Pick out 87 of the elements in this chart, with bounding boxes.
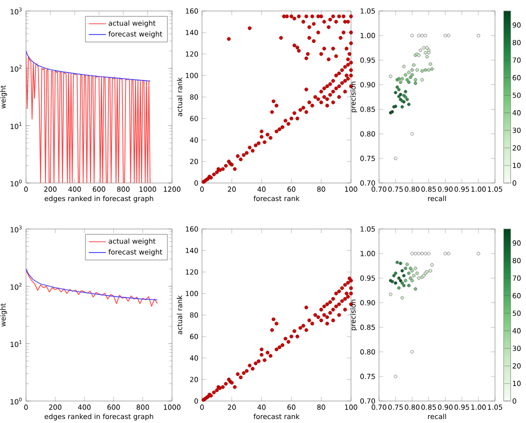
point	[476, 34, 480, 38]
point	[407, 70, 411, 74]
point	[400, 296, 404, 300]
point	[414, 252, 418, 256]
point	[476, 252, 480, 256]
point	[424, 68, 428, 72]
point	[394, 90, 398, 94]
point	[402, 64, 406, 68]
point	[388, 74, 392, 78]
point	[414, 287, 418, 291]
point	[388, 292, 392, 296]
point	[446, 34, 450, 38]
point	[410, 269, 414, 272]
point	[430, 67, 434, 71]
point	[394, 156, 398, 160]
point	[444, 34, 447, 38]
point	[400, 281, 404, 285]
point	[400, 77, 404, 81]
point	[397, 276, 401, 280]
point	[418, 48, 422, 52]
point	[398, 262, 402, 266]
point	[415, 68, 419, 72]
point	[405, 98, 409, 102]
point	[400, 269, 404, 272]
point	[402, 274, 406, 278]
point	[408, 76, 412, 80]
point	[407, 272, 411, 275]
point	[410, 34, 414, 38]
point	[397, 286, 401, 290]
point	[410, 350, 414, 354]
point	[425, 55, 429, 58]
point	[404, 266, 408, 270]
line-series	[26, 270, 158, 307]
point	[427, 68, 430, 72]
point	[427, 252, 430, 256]
point	[424, 252, 428, 256]
point	[410, 252, 414, 256]
point	[405, 78, 409, 82]
point	[420, 69, 424, 73]
point	[410, 132, 414, 136]
point	[407, 284, 411, 288]
point	[394, 374, 398, 378]
point	[394, 272, 398, 275]
point	[410, 278, 414, 282]
point	[417, 34, 420, 38]
point	[412, 274, 416, 278]
point	[396, 85, 399, 89]
point	[405, 262, 409, 266]
point	[417, 252, 420, 256]
point	[396, 260, 399, 264]
point	[400, 105, 404, 109]
point	[425, 46, 429, 50]
point	[430, 263, 434, 267]
point	[408, 266, 412, 270]
point	[414, 82, 418, 85]
point	[414, 78, 418, 82]
point	[428, 62, 432, 66]
line-series	[26, 50, 150, 82]
point	[415, 272, 419, 275]
point	[397, 88, 401, 92]
point	[407, 80, 411, 84]
point	[420, 34, 424, 38]
point	[427, 51, 430, 54]
point	[402, 284, 406, 288]
point	[414, 266, 418, 270]
point	[404, 73, 408, 77]
point	[420, 78, 424, 82]
point	[392, 274, 396, 278]
point	[428, 269, 432, 272]
point	[417, 276, 420, 280]
point	[407, 102, 411, 106]
point	[422, 46, 426, 50]
point	[420, 252, 424, 256]
point	[446, 252, 450, 256]
point	[404, 90, 408, 94]
point	[398, 278, 402, 282]
line-series	[26, 268, 158, 300]
point	[398, 80, 402, 84]
point	[424, 34, 428, 38]
point	[408, 276, 412, 280]
point	[404, 278, 408, 282]
point	[444, 252, 447, 256]
point	[412, 63, 416, 67]
point	[410, 73, 414, 77]
point	[410, 68, 414, 72]
point	[394, 281, 398, 285]
point	[424, 51, 428, 54]
